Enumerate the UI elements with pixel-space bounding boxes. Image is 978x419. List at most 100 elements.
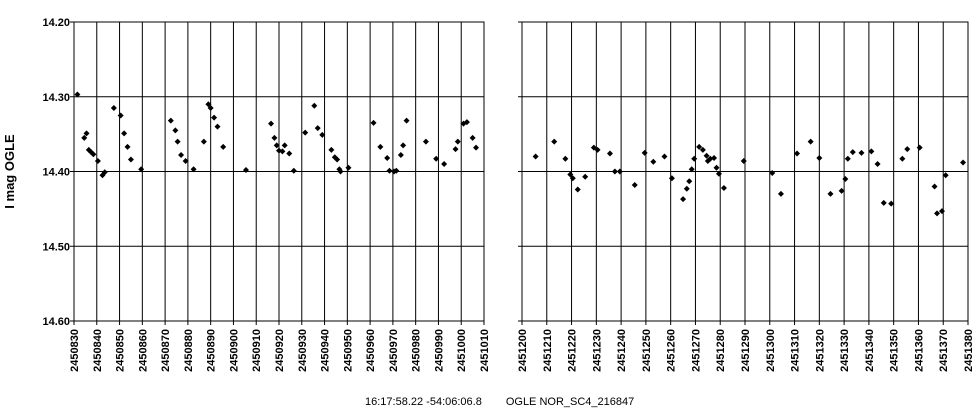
data-point <box>699 146 706 153</box>
x-tick-label: 2451310 <box>790 329 802 372</box>
data-point <box>121 130 128 137</box>
data-point <box>960 159 967 166</box>
x-tick-label: 2451260 <box>666 329 678 372</box>
y-tick-label: 14.50 <box>42 241 70 253</box>
data-point <box>769 169 776 176</box>
data-point <box>384 155 391 162</box>
data-point <box>345 164 352 171</box>
x-tick-label: 2451380 <box>963 329 975 372</box>
data-point <box>117 112 124 119</box>
data-point <box>938 208 945 215</box>
x-tick-label: 2450830 <box>69 329 81 372</box>
data-point <box>942 172 949 179</box>
x-tick-label: 2451320 <box>814 329 826 372</box>
panel-2: 2451200 2451210 2451220 2451230 2451240 24512… <box>517 21 975 372</box>
data-point <box>880 199 887 206</box>
x-tick-label: 2450890 <box>206 329 218 372</box>
data-point <box>81 134 88 141</box>
data-point <box>334 156 341 163</box>
data-point <box>393 167 400 174</box>
x-tick-label: 2451240 <box>616 329 628 372</box>
data-point <box>290 167 297 174</box>
data-point <box>83 130 90 137</box>
data-point <box>827 190 834 197</box>
data-point <box>616 168 623 175</box>
data-point <box>127 156 134 163</box>
x-tick-label: 2451000 <box>456 329 468 372</box>
data-point <box>182 158 189 165</box>
data-point <box>311 102 318 109</box>
data-point <box>916 144 923 151</box>
data-point <box>569 175 576 182</box>
x-tick-label: 2451210 <box>542 329 554 372</box>
x-tick-label: 2450940 <box>320 329 332 372</box>
data-point <box>777 190 784 197</box>
y-tick-label: 14.40 <box>42 167 70 179</box>
x-tick-label: 2451280 <box>715 329 727 372</box>
data-point <box>807 138 814 145</box>
data-point <box>711 155 718 162</box>
y-axis-label: I mag OGLE <box>2 134 17 209</box>
y-tick-label: 14.30 <box>42 92 70 104</box>
data-point <box>463 119 470 126</box>
x-tick-label: 2451360 <box>913 329 925 372</box>
data-point <box>849 149 856 156</box>
object-id-label: OGLE NOR_SC4_216847 <box>505 396 635 408</box>
data-point <box>816 155 823 162</box>
data-point <box>207 104 214 111</box>
data-point <box>931 183 938 190</box>
x-tick-label: 2450880 <box>183 329 195 372</box>
x-tick-label: 2450860 <box>137 329 149 372</box>
data-point <box>574 186 581 193</box>
data-point <box>422 138 429 145</box>
data-point <box>611 168 618 175</box>
data-point <box>90 151 97 158</box>
data-point <box>178 152 185 159</box>
data-point <box>686 178 693 185</box>
x-tick-label: 2450960 <box>365 329 377 372</box>
x-tick-label: 2450950 <box>342 329 354 372</box>
x-tick-label: 2451330 <box>839 329 851 372</box>
data-point <box>567 171 574 178</box>
data-point <box>452 146 459 153</box>
panel-1: 2450830 2450840 2450850 2450860 2450870 24508… <box>69 21 491 372</box>
data-point <box>441 161 448 168</box>
data-point <box>532 153 539 160</box>
data-point <box>286 150 293 157</box>
data-point <box>713 164 720 171</box>
data-point <box>668 175 675 182</box>
data-point <box>400 142 407 149</box>
data-point <box>594 146 601 153</box>
data-point <box>691 155 698 162</box>
data-point <box>397 152 404 159</box>
x-tick-label: 2450910 <box>251 329 263 372</box>
data-point <box>273 142 280 149</box>
data-point <box>688 166 695 173</box>
x-tick-label: 2451350 <box>889 329 901 372</box>
data-point <box>904 146 911 153</box>
data-point <box>631 181 638 188</box>
data-point <box>562 155 569 162</box>
x-tick-label: 2450850 <box>115 329 127 372</box>
data-point <box>454 138 461 145</box>
data-point <box>858 149 865 156</box>
data-point <box>403 117 410 124</box>
data-point <box>680 196 687 203</box>
data-point <box>205 101 212 108</box>
data-point <box>683 185 690 192</box>
data-point <box>934 210 941 217</box>
x-tick-label: 2451370 <box>938 329 950 372</box>
y-tick-label: 14.60 <box>42 316 70 328</box>
x-tick-label: 2451340 <box>864 329 876 372</box>
data-point <box>888 200 895 207</box>
x-tick-label: 2450990 <box>433 329 445 372</box>
x-tick-label: 2451250 <box>641 329 653 372</box>
data-point <box>279 148 286 155</box>
data-point <box>696 143 703 150</box>
data-point <box>242 167 249 174</box>
data-point <box>650 158 657 165</box>
data-point <box>110 104 117 111</box>
coordinates-label: 16:17:58.22 -54:06:06.8 <box>365 396 482 408</box>
x-tick-label: 2450970 <box>388 329 400 372</box>
